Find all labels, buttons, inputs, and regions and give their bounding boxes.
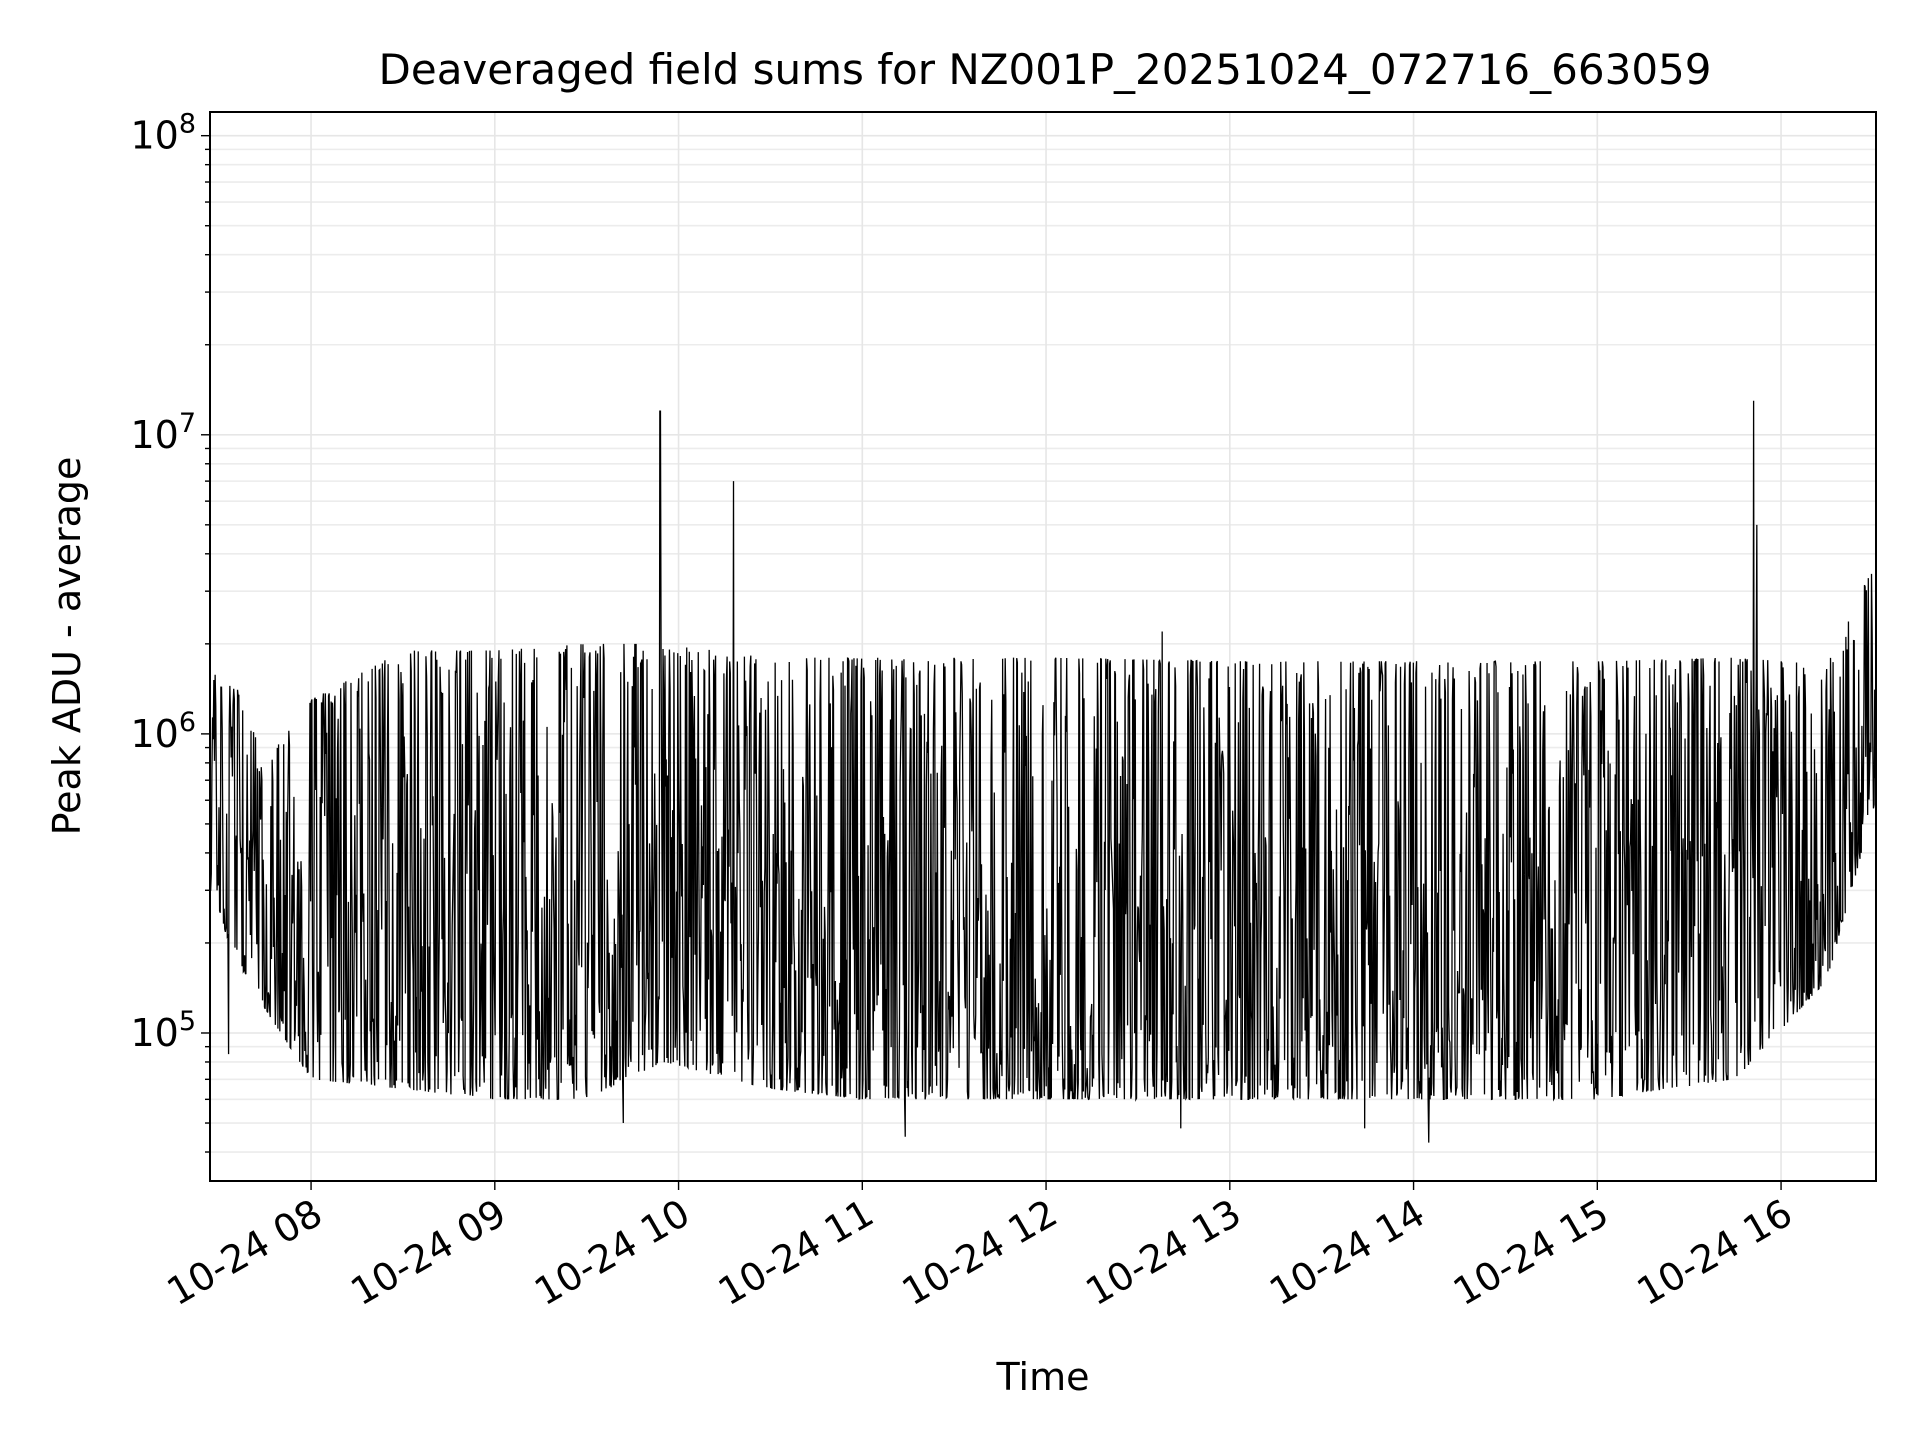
y-axis: 105 106 107 108 — [130, 109, 210, 1153]
plot-frame — [209, 111, 1877, 1182]
chart-title: Deaveraged field sums for NZ001P_2025102… — [379, 45, 1712, 94]
x-axis-label: Time — [996, 1355, 1090, 1399]
y-tick-label: 106 — [130, 707, 196, 756]
y-tick-label: 108 — [130, 109, 196, 158]
y-tick-label: 107 — [130, 408, 196, 457]
y-tick-label: 105 — [130, 1006, 196, 1055]
y-axis-label: Peak ADU - average — [45, 457, 89, 836]
series-line — [210, 400, 1876, 1143]
series-layer — [210, 400, 1876, 1143]
